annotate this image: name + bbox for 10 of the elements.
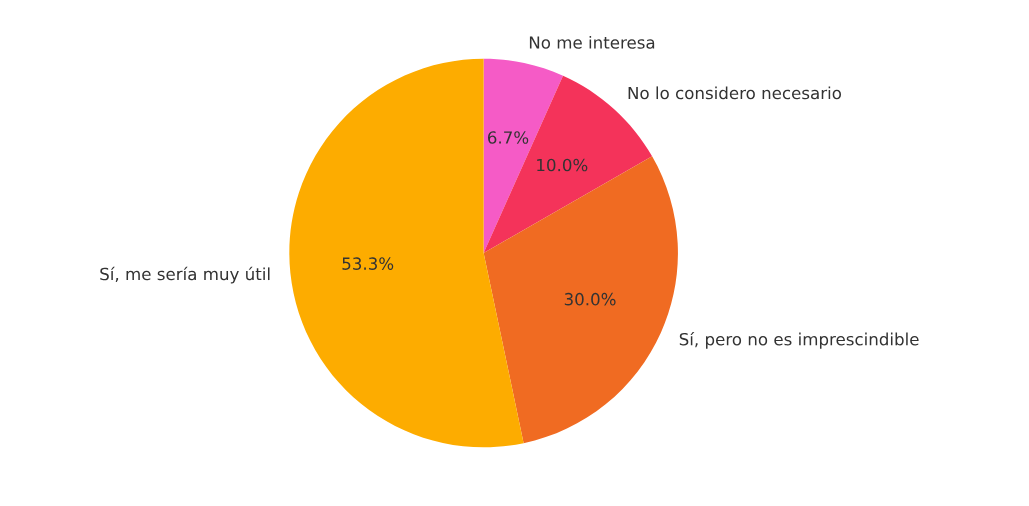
slice-label: Sí, me sería muy útil xyxy=(100,266,270,284)
data-label: 6.7% xyxy=(487,131,529,144)
data-label: 53.3% xyxy=(342,257,394,270)
pie-slice xyxy=(483,75,653,253)
slice-label: Sí, pero no es imprescindible xyxy=(679,331,919,349)
pie-slice xyxy=(483,156,678,444)
slice-label: No lo considero necesario xyxy=(628,86,842,100)
data-label: 30.0% xyxy=(564,292,616,306)
data-label: 10.0% xyxy=(537,158,588,172)
slice-label: No me interesa xyxy=(529,35,655,49)
